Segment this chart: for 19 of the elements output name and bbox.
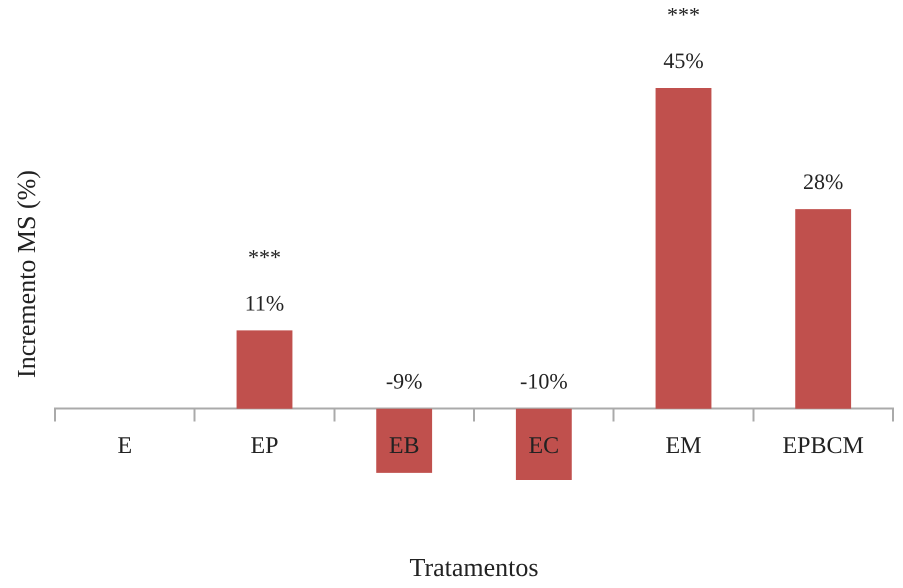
x-tick-label: EC (528, 433, 560, 460)
bar (795, 209, 852, 409)
annotation: *** (248, 244, 281, 270)
data-label: 11% (244, 290, 284, 316)
bar (236, 330, 292, 409)
x-tick-label: EM (666, 433, 702, 460)
bar (656, 88, 712, 409)
y-axis-title: Incremento MS (%) (12, 170, 41, 378)
x-axis-title: Tratamentos (409, 553, 539, 582)
x-tick-label: E (117, 433, 132, 460)
bar (516, 408, 572, 480)
data-label: 45% (663, 48, 704, 73)
x-tick-label: EB (388, 433, 420, 460)
x-tick-label: EPBCM (782, 433, 864, 460)
data-label: -10% (520, 368, 568, 394)
data-label: 28% (803, 169, 844, 194)
bar (376, 408, 432, 473)
x-tick-label: EP (250, 433, 279, 460)
data-label: -9% (386, 368, 422, 394)
